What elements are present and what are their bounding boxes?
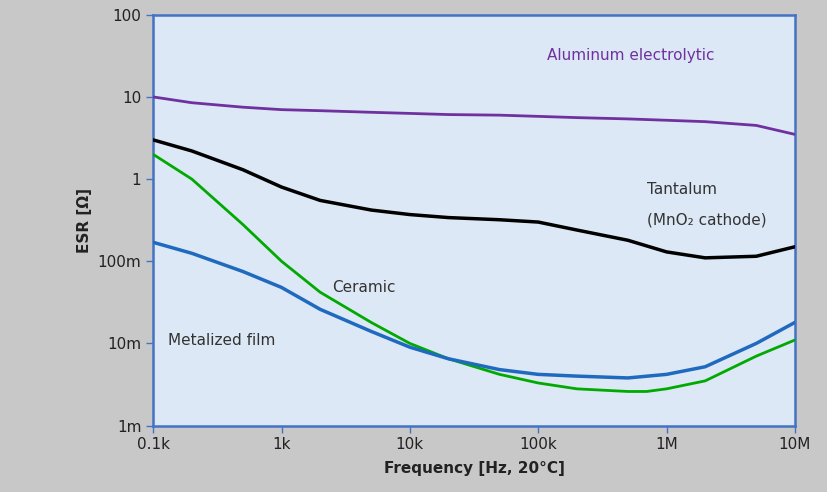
Text: Tantalum: Tantalum <box>646 182 716 197</box>
Text: Ceramic: Ceramic <box>332 280 395 295</box>
Text: Aluminum electrolytic: Aluminum electrolytic <box>547 48 714 63</box>
Text: Metalized film: Metalized film <box>168 333 275 347</box>
Y-axis label: ESR [Ω]: ESR [Ω] <box>77 187 92 253</box>
Text: (MnO₂ cathode): (MnO₂ cathode) <box>646 212 765 227</box>
X-axis label: Frequency [Hz, 20°C]: Frequency [Hz, 20°C] <box>383 461 564 476</box>
